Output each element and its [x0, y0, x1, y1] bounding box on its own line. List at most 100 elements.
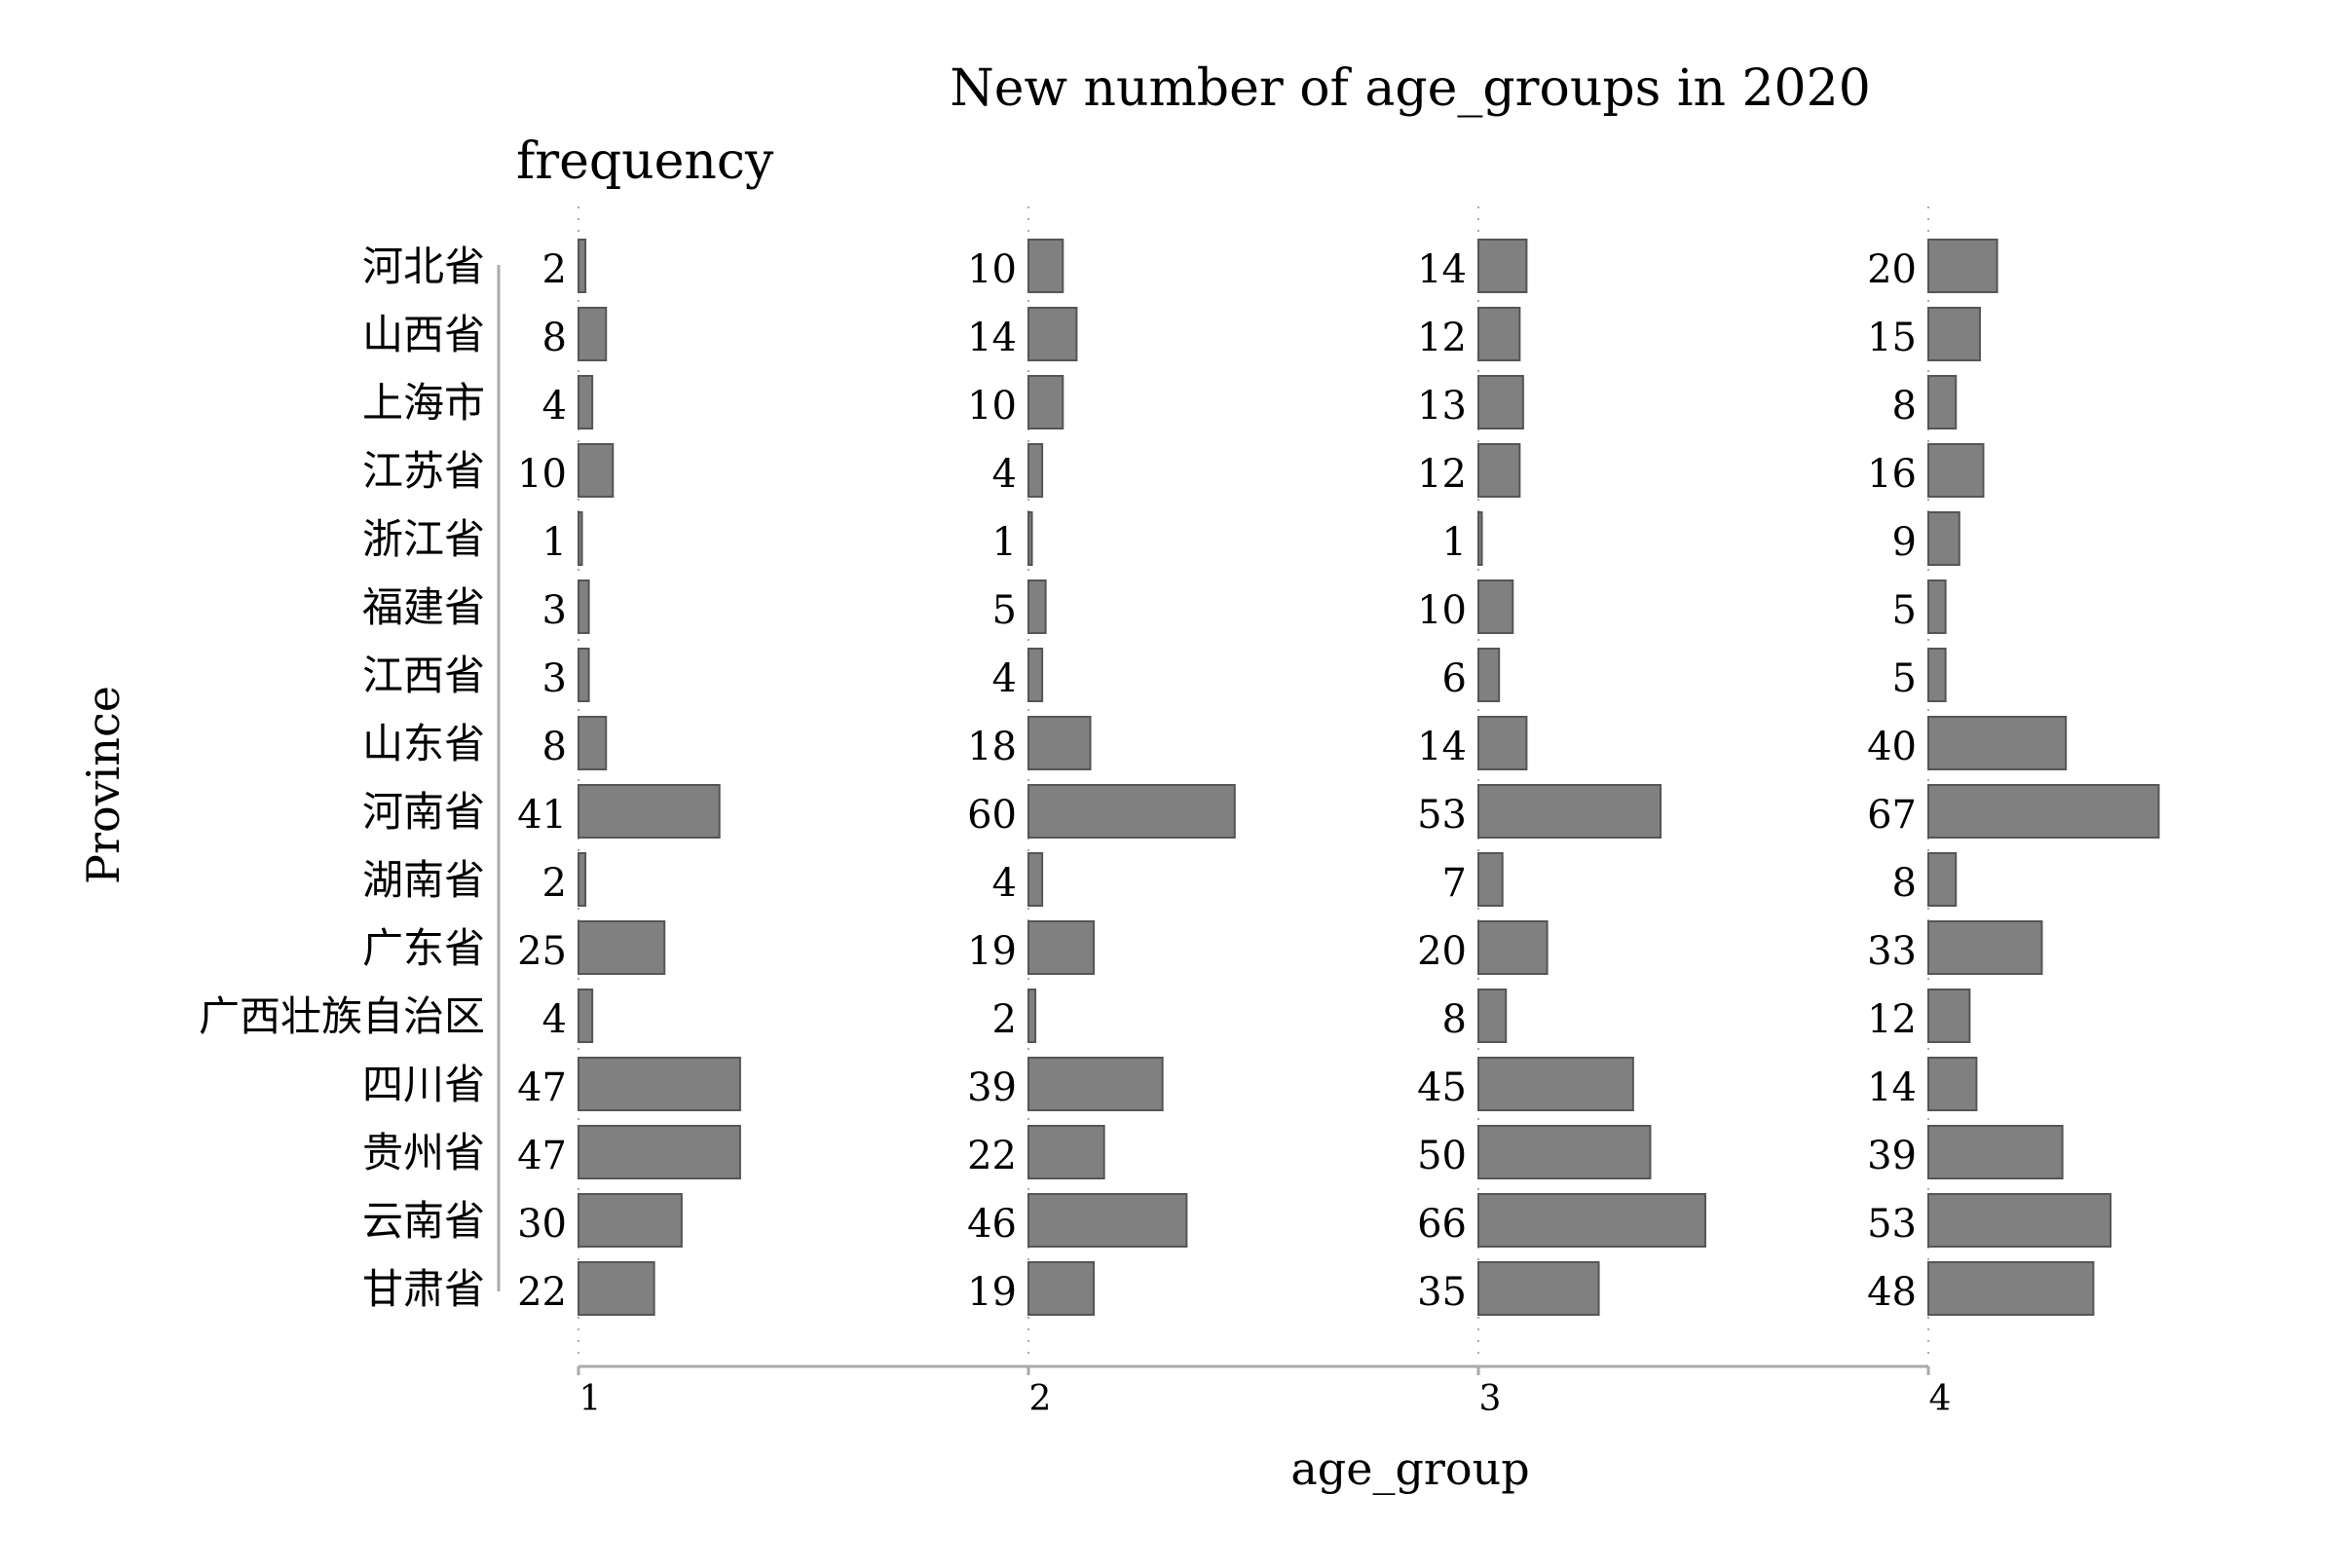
value-label: 7	[1442, 861, 1467, 906]
facet-tick-label: 2	[1029, 1379, 1052, 1419]
bar	[1027, 1125, 1105, 1179]
facet-tick-label: 4	[1929, 1379, 1952, 1419]
bar	[578, 511, 583, 566]
bar	[1927, 1193, 2112, 1248]
value-label: 60	[967, 793, 1017, 838]
value-label: 1	[1442, 520, 1467, 565]
category-label: 江苏省	[362, 447, 485, 495]
bar	[1027, 443, 1044, 498]
value-label: 12	[1867, 997, 1917, 1042]
value-label: 20	[1867, 247, 1917, 292]
bar	[1027, 784, 1236, 839]
value-label: 47	[517, 1065, 567, 1110]
value-label: 10	[517, 452, 567, 497]
value-label: 22	[517, 1270, 567, 1315]
bar	[1477, 443, 1521, 498]
bar	[1927, 1057, 1978, 1111]
bar	[578, 307, 608, 361]
value-label: 1	[992, 520, 1017, 565]
bar	[578, 579, 590, 634]
value-label: 12	[1417, 316, 1467, 360]
value-label: 40	[1867, 725, 1917, 769]
value-label: 3	[542, 656, 567, 701]
category-label: 湖南省	[362, 856, 485, 904]
category-label: 山西省	[362, 311, 485, 358]
facet-tick-label: 1	[579, 1379, 602, 1419]
value-label: 8	[542, 725, 567, 769]
bar	[1027, 239, 1064, 293]
x-axis-label: age_group	[1290, 1442, 1529, 1495]
value-label: 9	[1892, 520, 1917, 565]
value-label: 4	[992, 656, 1017, 701]
facet-separators	[578, 206, 1929, 1359]
bar	[578, 1193, 683, 1248]
value-label: 4	[992, 861, 1017, 906]
value-label: 10	[967, 384, 1017, 429]
category-label: 贵州省	[362, 1129, 485, 1176]
bar	[1477, 1057, 1634, 1111]
bar	[1927, 852, 1958, 907]
bar	[1927, 1261, 2095, 1316]
bar	[1477, 579, 1514, 634]
value-label: 41	[517, 793, 567, 838]
bar	[578, 716, 608, 770]
bar	[1027, 1057, 1164, 1111]
value-label: 8	[1892, 861, 1917, 906]
bar	[1927, 1125, 2064, 1179]
bar	[1477, 1261, 1600, 1316]
category-label: 浙江省	[362, 515, 485, 563]
y-axis-label: Province	[77, 686, 130, 884]
bar	[1477, 511, 1483, 566]
value-label: 15	[1867, 316, 1917, 360]
value-label: 5	[1892, 656, 1917, 701]
bar	[1477, 307, 1521, 361]
value-label: 39	[967, 1065, 1017, 1110]
value-label: 20	[1417, 929, 1467, 974]
bar	[578, 648, 590, 702]
category-label: 甘肃省	[362, 1265, 485, 1313]
value-label: 3	[542, 588, 567, 633]
value-label: 53	[1417, 793, 1467, 838]
value-label: 22	[967, 1134, 1017, 1178]
value-label: 8	[542, 316, 567, 360]
value-label: 12	[1417, 452, 1467, 497]
value-label: 1	[542, 520, 567, 565]
bar	[578, 239, 587, 293]
bar	[1477, 239, 1528, 293]
value-label: 2	[542, 247, 567, 292]
category-label: 上海市	[362, 379, 485, 427]
bar	[1027, 307, 1078, 361]
bar	[1927, 239, 1998, 293]
value-label: 50	[1417, 1134, 1467, 1178]
category-labels: 河北省山西省上海市江苏省浙江省福建省江西省山东省河南省湖南省广东省广西壮族自治区…	[199, 243, 485, 1313]
value-label: 47	[517, 1134, 567, 1178]
value-label: 13	[1417, 384, 1467, 429]
category-label: 河北省	[362, 243, 485, 290]
value-label: 19	[967, 929, 1017, 974]
bar	[578, 1057, 741, 1111]
bar	[1027, 579, 1047, 634]
bar	[1477, 375, 1524, 429]
value-label: 8	[1892, 384, 1917, 429]
bar	[1927, 307, 1981, 361]
bar	[1927, 375, 1958, 429]
value-label: 4	[992, 452, 1017, 497]
bar	[1027, 1193, 1188, 1248]
value-label: 30	[517, 1202, 567, 1247]
bar	[1927, 989, 1971, 1043]
bar	[1927, 920, 2043, 975]
value-label: 16	[1867, 452, 1917, 497]
value-axis-label: frequency	[516, 132, 774, 191]
bar	[1027, 852, 1044, 907]
value-label: 2	[542, 861, 567, 906]
facet-tick-label: 3	[1479, 1379, 1502, 1419]
category-label: 云南省	[362, 1197, 485, 1245]
bar	[578, 920, 666, 975]
value-label: 8	[1442, 997, 1467, 1042]
bar	[1477, 784, 1662, 839]
value-label: 5	[992, 588, 1017, 633]
bar	[1477, 1125, 1652, 1179]
bar	[1477, 1193, 1706, 1248]
value-label: 66	[1417, 1202, 1467, 1247]
category-label: 福建省	[362, 583, 485, 631]
